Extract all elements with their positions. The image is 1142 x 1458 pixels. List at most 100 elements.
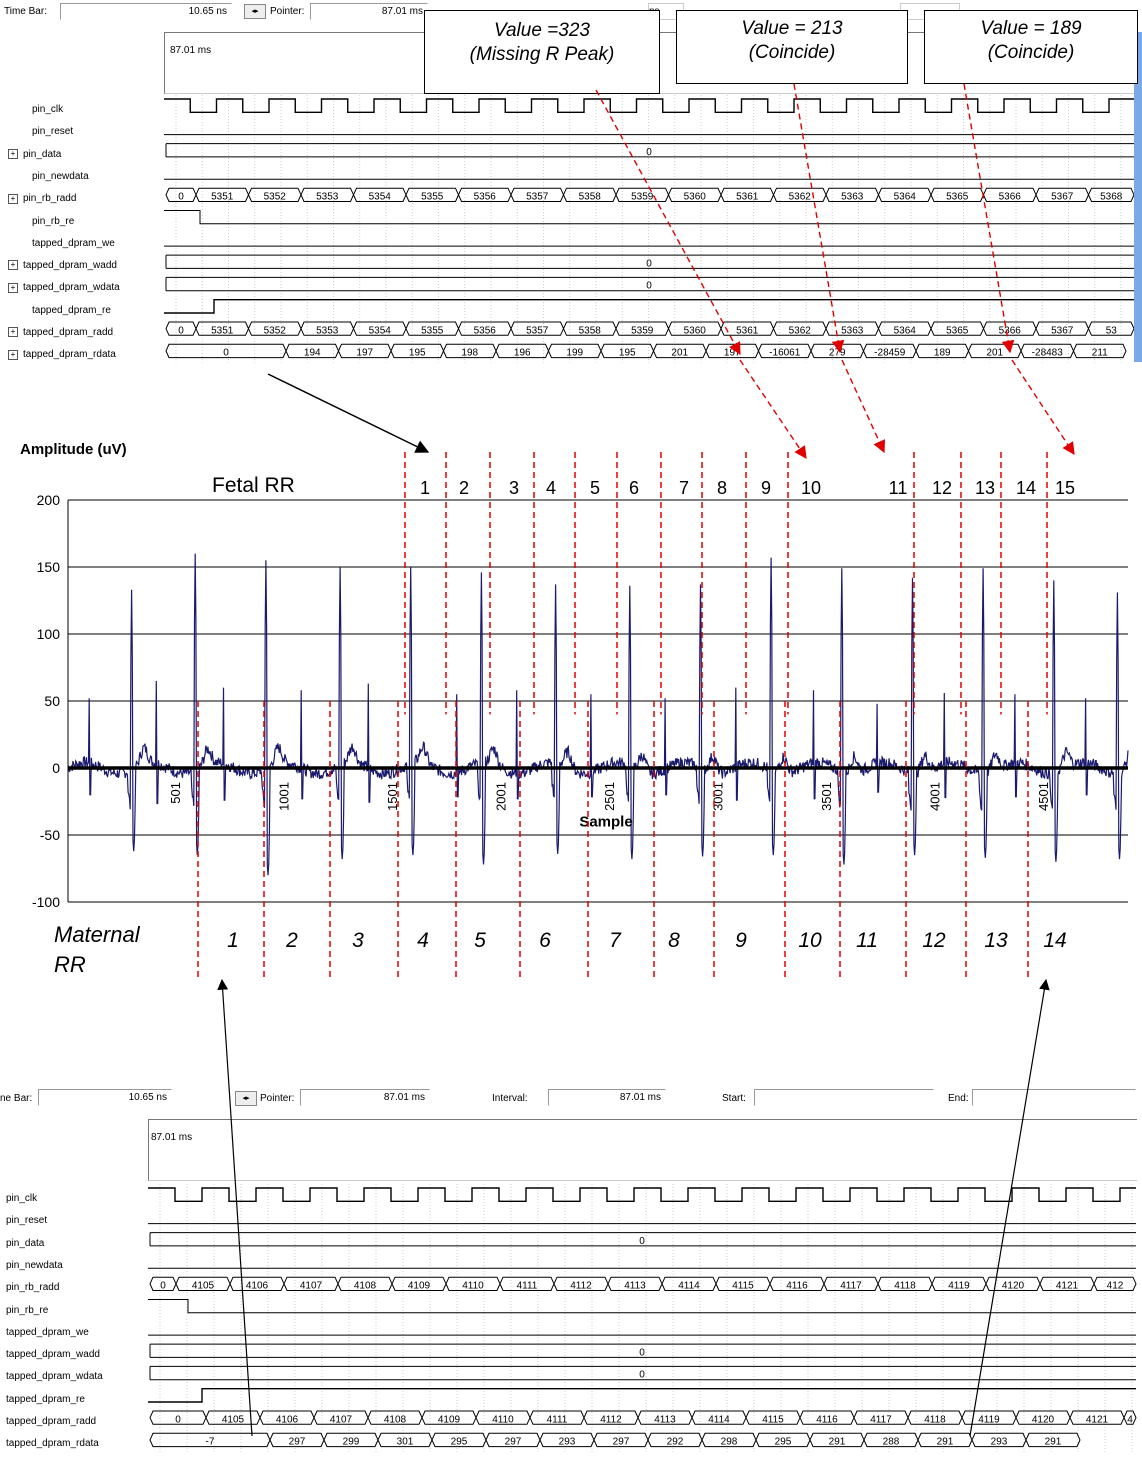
rb-radd-value: 4108 [354,1281,377,1292]
signal-pin-rb-radd[interactable]: + pin_rb_radd [0,188,76,210]
dpram-radd-value: 4109 [438,1414,461,1425]
interval-label: Interval: [492,1093,528,1104]
dpram-radd-value: 5357 [526,325,549,336]
signal-tapped-dpram-wdata[interactable]: tapped_dpram_wdata [0,1366,103,1388]
signal-pin-clk[interactable]: pin_clk [0,99,63,121]
dpram-rdata-value: 295 [775,1437,792,1448]
dpram-rdata-value: 195 [409,348,426,359]
time-bar-spinner[interactable]: ◂▸ [244,4,266,19]
time-bar-field[interactable]: 10.65 ns [60,3,232,20]
signal-pin-rb-re[interactable]: pin_rb_re [0,1300,48,1322]
signal-pin-rb-re[interactable]: pin_rb_re [0,211,74,233]
rb-radd-value: 5362 [789,192,812,203]
rb-radd-value: 5352 [264,192,287,203]
pointer-field[interactable]: 87.01 ms [310,3,428,20]
end-field-bottom[interactable] [972,1089,1136,1106]
dpram-re-wave [148,1388,1136,1403]
signal-tapped-dpram-re[interactable]: tapped_dpram_re [0,1389,85,1411]
start-field[interactable] [754,1089,934,1106]
signal-name-label: tapped_dpram_radd [6,1416,97,1427]
signal-tapped-dpram-radd[interactable]: tapped_dpram_radd [0,1411,96,1433]
dpram-rdata-value: 197 [724,348,741,359]
y-tick-label: 0 [52,760,60,776]
expand-icon[interactable]: + [8,327,18,338]
dpram-rdata-value: 211 [1092,348,1108,359]
rb-radd-value: 4109 [408,1281,431,1292]
dpram-radd-value: 4106 [276,1414,299,1425]
expand-icon[interactable]: + [8,282,18,293]
dpram-rdata-value: 201 [986,348,1003,359]
dpram-radd-value: 5364 [894,325,917,336]
wdata-bus-value: 0 [646,281,652,292]
signal-name-label: tapped_dpram_radd [23,327,114,338]
rb-radd-value: 0 [160,1281,166,1292]
callout-1-note: (Missing R Peak) [469,44,615,65]
rb-radd-value: 4112 [570,1281,592,1292]
dpram-rdata-value: 299 [343,1437,360,1448]
rb-radd-value: 4118 [894,1281,916,1292]
rb-radd-value: 4116 [786,1281,808,1292]
bottom-waveform-panel: ne Bar: 10.65 ns ◂▸ Pointer: 87.01 ms In… [0,1083,1142,1458]
time-bar-field-bottom[interactable]: 10.65 ns [38,1089,172,1106]
signal-tapped-dpram-rdata[interactable]: tapped_dpram_rdata [0,1433,99,1455]
expand-icon[interactable]: + [8,260,18,271]
dpram-radd-value: 5365 [946,325,969,336]
dpram-radd-value: 5352 [264,325,287,336]
x-tick-label: 1501 [385,782,400,811]
signal-pin-reset[interactable]: pin_reset [0,1210,47,1232]
fetal-rr-number: 7 [679,478,689,498]
dpram-rdata-value: 201 [671,348,688,359]
signal-pin-rb-radd[interactable]: pin_rb_radd [0,1277,59,1299]
expand-icon[interactable]: + [8,193,18,204]
callout-3-value: Value = 189 [980,18,1082,39]
waveform-area: 0 0 0 0 5351 5352 5353 5354 5355 5356 5357 5358 5359… [164,95,1134,363]
signal-name-label: tapped_dpram_wdata [6,1371,103,1383]
dpram-radd-value: 5360 [684,325,707,336]
signal-tapped-dpram-rdata[interactable]: + tapped_dpram_rdata [0,344,116,366]
signal-pin-data[interactable]: pin_data [0,1233,44,1255]
signal-pin-newdata[interactable]: pin_newdata [0,166,89,188]
signal-tapped-dpram-wadd[interactable]: tapped_dpram_wadd [0,1344,100,1366]
signal-pin-clk[interactable]: pin_clk [0,1188,37,1210]
dpram-rdata-value: 288 [883,1437,900,1448]
signal-tapped-dpram-re[interactable]: tapped_dpram_re [0,300,111,322]
signal-tapped-dpram-wadd[interactable]: + tapped_dpram_wadd [0,255,117,277]
dpram-rdata-value: 291 [829,1437,846,1448]
signal-tapped-dpram-we[interactable]: tapped_dpram_we [0,1322,89,1344]
rb-radd-value: 4111 [517,1281,538,1292]
rb-radd-value: 5354 [369,192,392,203]
rb-radd-value: 5361 [736,192,759,203]
maternal-rr-number: 13 [984,929,1008,952]
dpram-rdata-value: 293 [991,1437,1008,1448]
wdata-bus-value: 0 [639,1370,645,1381]
fetal-rr-number: 8 [717,478,727,498]
expand-icon[interactable]: + [8,349,18,360]
scrollbar[interactable] [1134,32,1142,362]
dpram-rdata-value: 297 [505,1437,522,1448]
signal-tapped-dpram-radd[interactable]: + tapped_dpram_radd [0,322,113,344]
x-tick-label: 2001 [494,782,509,811]
fetal-rr-number: 15 [1055,478,1075,498]
time-bar-spinner-bottom[interactable]: ◂▸ [235,1091,257,1106]
pointer-label: Pointer: [270,6,305,17]
signal-pin-reset[interactable]: pin_reset [0,121,73,143]
y-tick-label: -100 [32,894,60,910]
dpram-radd-value: 53 [1106,325,1118,336]
signal-tapped-dpram-wdata[interactable]: + tapped_dpram_wdata [0,277,120,299]
signal-name-label: pin_rb_radd [6,1282,60,1294]
pointer-field-bottom[interactable]: 87.01 ms [300,1089,430,1106]
interval-field-bottom[interactable]: 87.01 ms [548,1089,666,1106]
fetal-rr-number: 12 [932,478,952,498]
signal-name-label: tapped_dpram_wdata [23,282,120,294]
callout-1-value: Value =323 [494,20,590,41]
end-label: End: [948,1093,969,1104]
signal-name-label: tapped_dpram_re [6,1393,85,1405]
signal-tapped-dpram-we[interactable]: tapped_dpram_we [0,233,115,255]
dpram-rdata-value: 194 [304,348,321,359]
x-tick-label: 2501 [602,782,617,811]
signal-pin-newdata[interactable]: pin_newdata [0,1255,63,1277]
expand-icon[interactable]: + [8,148,18,159]
dpram-radd-value: 5367 [1051,325,1074,336]
dpram-radd-value: 4121 [1086,1414,1109,1425]
signal-pin-data[interactable]: + pin_data [0,144,61,166]
